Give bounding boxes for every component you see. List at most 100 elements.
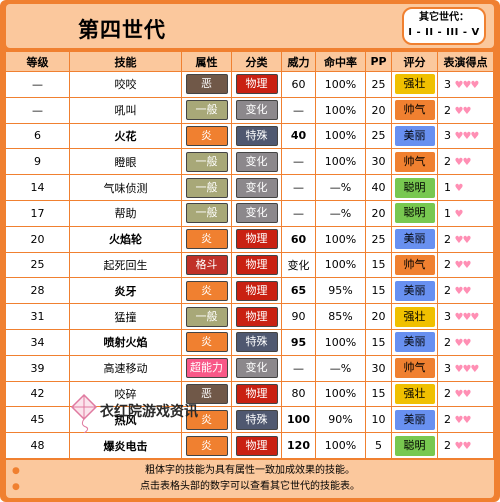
page-title: 第四世代 (78, 18, 166, 42)
category-badge[interactable]: 特殊 (235, 409, 278, 430)
type-badge[interactable]: 超能力 (185, 358, 228, 379)
type-badge[interactable]: 炎 (185, 435, 228, 456)
contest-badge[interactable]: 聪明 (394, 177, 435, 198)
type-badge[interactable]: 恶 (185, 74, 228, 95)
type-badge[interactable]: 恶 (185, 383, 228, 404)
appeal-cell: 1 ♥ (438, 200, 494, 227)
category-badge[interactable]: 特殊 (235, 332, 278, 353)
contest-badge[interactable]: 强壮 (394, 306, 435, 327)
category-badge[interactable]: 特殊 (235, 125, 278, 146)
move-name-link[interactable]: 火花 (70, 123, 182, 150)
category-badge[interactable]: 物理 (235, 74, 278, 95)
category-badge[interactable]: 变化 (235, 358, 278, 379)
column-header[interactable]: PP (366, 52, 392, 72)
contest-badge[interactable]: 帅气 (394, 151, 435, 172)
heart-icon: ♥♥ (454, 157, 472, 169)
contest-badge[interactable]: 美丽 (394, 229, 435, 250)
contest-badge[interactable]: 聪明 (394, 435, 435, 456)
contest-badge[interactable]: 聪明 (394, 203, 435, 224)
type-badge[interactable]: 炎 (185, 409, 228, 430)
category-cell: 物理 (232, 252, 282, 279)
category-badge[interactable]: 物理 (235, 383, 278, 404)
contest-cell: 强壮 (392, 381, 438, 408)
contest-badge[interactable]: 帅气 (394, 100, 435, 121)
column-header[interactable]: 技能 (70, 52, 182, 72)
column-header[interactable]: 命中率 (316, 52, 366, 72)
type-cell: 一般 (182, 304, 232, 330)
category-badge[interactable]: 物理 (235, 254, 278, 275)
column-header[interactable]: 威力 (282, 52, 316, 72)
appeal-score: 3 (444, 77, 451, 91)
column-header[interactable]: 属性 (182, 52, 232, 72)
move-name-link[interactable]: 炎牙 (70, 278, 182, 305)
contest-cell: 聪明 (392, 200, 438, 227)
contest-badge[interactable]: 帅气 (394, 254, 435, 275)
column-header[interactable]: 评分 (392, 52, 438, 72)
level-cell: 6 (6, 123, 70, 150)
contest-badge[interactable]: 强壮 (394, 383, 435, 404)
category-badge[interactable]: 物理 (235, 229, 278, 250)
heart-icon: ♥♥ (454, 415, 472, 427)
table-row: 14 气味侦测 一般 变化 — —% 40 聪明 1 ♥ (6, 175, 494, 201)
contest-badge[interactable]: 美丽 (394, 280, 435, 301)
accuracy-cell: 100% (316, 433, 366, 459)
appeal-cell: 2 ♥♥ (438, 278, 494, 305)
move-name-link[interactable]: 喷射火焰 (70, 329, 182, 356)
table-row: — 吼叫 一般 变化 —100% 20 帅气 2 ♥♥ (6, 97, 494, 124)
other-generations-links[interactable]: I - II - III - V (408, 27, 480, 38)
power-cell: — (282, 175, 316, 201)
column-header[interactable]: 表演得点 (438, 52, 494, 72)
move-name-link[interactable]: 火焰轮 (70, 226, 182, 253)
column-header[interactable]: 分类 (232, 52, 282, 72)
table-row: 48 爆炎电击炎物理 120 100% 5 聪明 2 ♥♥ (6, 433, 494, 459)
category-badge[interactable]: 变化 (235, 203, 278, 224)
category-badge[interactable]: 变化 (235, 151, 278, 172)
contest-badge[interactable]: 美丽 (394, 409, 435, 430)
type-badge[interactable]: 一般 (185, 306, 228, 327)
move-name-link[interactable]: 咬咬 (70, 72, 182, 98)
contest-cell: 帅气 (392, 97, 438, 124)
move-name-link[interactable]: 气味侦测 (70, 175, 182, 201)
type-badge[interactable]: 一般 (185, 177, 228, 198)
table-row: 6 火花炎特殊 40 100% 25 美丽 3 ♥♥♥ (6, 123, 494, 150)
category-badge[interactable]: 变化 (235, 177, 278, 198)
move-name-link[interactable]: 瞪眼 (70, 149, 182, 176)
category-badge[interactable]: 物理 (235, 306, 278, 327)
type-cell: 格斗 (182, 252, 232, 279)
contest-badge[interactable]: 美丽 (394, 332, 435, 353)
contest-badge[interactable]: 帅气 (394, 358, 435, 379)
contest-badge[interactable]: 美丽 (394, 125, 435, 146)
type-badge[interactable]: 一般 (185, 151, 228, 172)
heart-icon: ♥♥ (454, 260, 472, 272)
heart-icon: ♥♥ (454, 441, 472, 453)
type-badge[interactable]: 格斗 (185, 254, 228, 275)
move-name-link[interactable]: 吼叫 (70, 97, 182, 124)
category-badge[interactable]: 物理 (235, 435, 278, 456)
power-cell: — (282, 149, 316, 176)
contest-cell: 美丽 (392, 329, 438, 356)
move-name-link[interactable]: 高速移动 (70, 355, 182, 382)
move-name-link[interactable]: 猛撞 (70, 304, 182, 330)
type-badge[interactable]: 炎 (185, 280, 228, 301)
move-name-link[interactable]: 起死回生 (70, 252, 182, 279)
heart-icon: ♥♥ (454, 105, 472, 117)
type-badge[interactable]: 炎 (185, 125, 228, 146)
pp-cell: 25 (366, 72, 392, 98)
column-header[interactable]: 等级 (6, 52, 70, 72)
category-badge[interactable]: 变化 (235, 100, 278, 121)
heart-icon: ♥ (454, 208, 464, 220)
contest-cell: 聪明 (392, 175, 438, 201)
type-badge[interactable]: 炎 (185, 229, 228, 250)
contest-badge[interactable]: 强壮 (394, 74, 435, 95)
contest-cell: 帅气 (392, 252, 438, 279)
type-badge[interactable]: 炎 (185, 332, 228, 353)
power-cell: 120 (282, 433, 316, 459)
type-badge[interactable]: 一般 (185, 100, 228, 121)
move-name-link[interactable]: 帮助 (70, 200, 182, 227)
category-cell: 变化 (232, 355, 282, 382)
type-cell: 一般 (182, 97, 232, 124)
category-badge[interactable]: 物理 (235, 280, 278, 301)
type-cell: 炎 (182, 226, 232, 253)
move-name-link[interactable]: 爆炎电击 (70, 433, 182, 459)
type-badge[interactable]: 一般 (185, 203, 228, 224)
